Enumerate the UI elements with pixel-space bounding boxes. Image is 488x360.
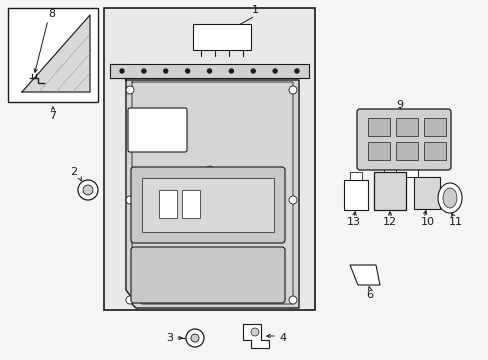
Polygon shape [349, 172, 361, 180]
Text: 8: 8 [48, 9, 56, 19]
Circle shape [273, 69, 277, 73]
FancyBboxPatch shape [356, 109, 450, 170]
Polygon shape [22, 15, 90, 92]
Bar [159, 190, 177, 218]
Circle shape [251, 69, 255, 73]
Polygon shape [126, 80, 298, 308]
Circle shape [126, 86, 134, 94]
Ellipse shape [442, 188, 456, 208]
Circle shape [185, 69, 189, 73]
Text: 1: 1 [251, 5, 258, 15]
Circle shape [294, 69, 298, 73]
Text: 10: 10 [420, 217, 434, 227]
Text: 2: 2 [70, 167, 78, 177]
Circle shape [191, 334, 199, 342]
Circle shape [288, 296, 296, 304]
Text: 4: 4 [279, 333, 286, 343]
Circle shape [126, 296, 134, 304]
Circle shape [207, 69, 211, 73]
Polygon shape [413, 177, 439, 209]
Circle shape [250, 328, 259, 336]
Circle shape [288, 86, 296, 94]
Bar [142, 178, 273, 232]
Text: 13: 13 [346, 217, 360, 227]
FancyBboxPatch shape [131, 167, 285, 243]
Polygon shape [343, 180, 367, 210]
Text: 11: 11 [448, 217, 462, 227]
Polygon shape [110, 64, 126, 78]
Circle shape [205, 166, 214, 174]
FancyBboxPatch shape [128, 108, 186, 152]
Bar [395, 142, 417, 160]
Bar [395, 118, 417, 136]
Polygon shape [383, 164, 395, 172]
Circle shape [288, 196, 296, 204]
Circle shape [83, 185, 93, 195]
Circle shape [142, 69, 145, 73]
FancyBboxPatch shape [131, 247, 285, 303]
Text: 3: 3 [166, 333, 173, 343]
Bar [8, 8, 98, 102]
Text: 12: 12 [382, 217, 396, 227]
Polygon shape [389, 167, 417, 177]
Bar [367, 118, 389, 136]
Bar [104, 8, 314, 310]
Polygon shape [349, 265, 379, 285]
Circle shape [229, 69, 233, 73]
Bar [367, 142, 389, 160]
Bar [423, 142, 445, 160]
Polygon shape [243, 324, 268, 348]
Text: 5: 5 [139, 71, 146, 81]
Circle shape [78, 180, 98, 200]
Bar [423, 118, 445, 136]
Text: 6: 6 [366, 290, 373, 300]
Circle shape [126, 196, 134, 204]
Bar [182, 190, 200, 218]
Circle shape [120, 69, 124, 73]
Bar [110, 64, 308, 78]
Polygon shape [373, 172, 405, 210]
Text: 9: 9 [396, 100, 403, 110]
Ellipse shape [437, 183, 461, 213]
Bar [193, 24, 250, 50]
Circle shape [163, 69, 167, 73]
Circle shape [185, 329, 203, 347]
Text: 7: 7 [49, 111, 57, 121]
